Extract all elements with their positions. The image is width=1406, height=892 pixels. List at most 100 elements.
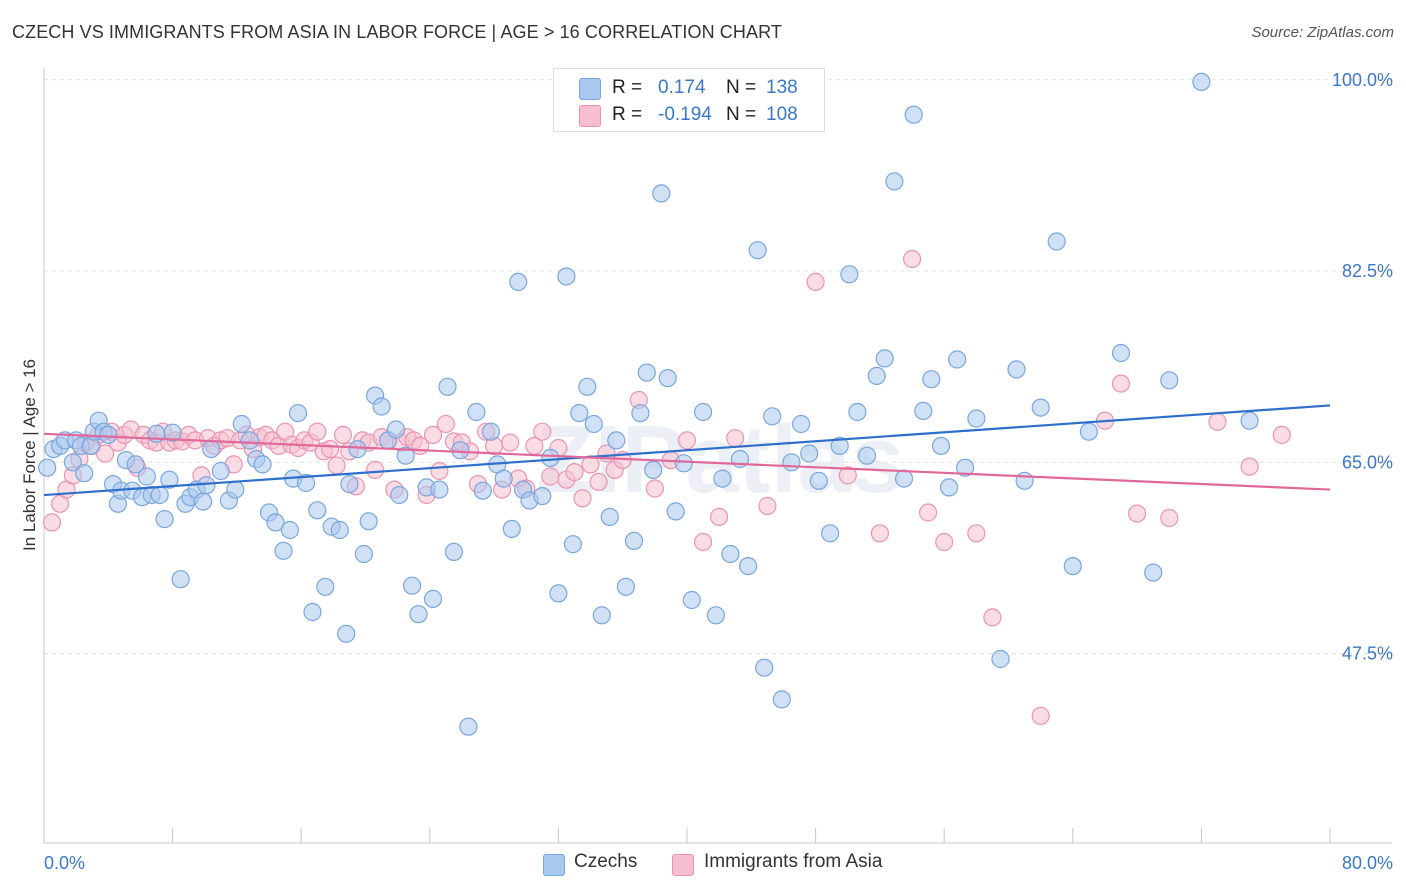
czech-point	[584, 414, 603, 434]
asia-point	[1111, 374, 1131, 393]
asia-point	[565, 463, 584, 482]
asia-point	[1127, 504, 1147, 523]
czech-point	[1111, 343, 1131, 363]
asia-legend-label: Immigrants from Asia	[704, 851, 883, 872]
czech-point	[430, 480, 449, 499]
asia-point	[42, 513, 62, 532]
czech-swatch	[579, 78, 601, 100]
czech-point	[1144, 563, 1163, 582]
czech-point	[150, 485, 169, 505]
czech-point	[791, 414, 811, 434]
asia-point	[333, 425, 353, 444]
czechs-legend-label: Czechs	[574, 851, 638, 872]
czech-point	[99, 425, 118, 444]
asia-point	[436, 414, 455, 434]
czech-point	[894, 469, 914, 488]
data-points	[38, 72, 1291, 736]
czech-point	[624, 531, 644, 551]
czech-point	[607, 431, 626, 450]
r-value: 0.174	[658, 77, 706, 98]
czech-point	[155, 509, 174, 529]
czech-point	[693, 402, 713, 422]
czech-point	[160, 470, 179, 489]
r-label: R =	[612, 104, 643, 125]
n-label: N =	[726, 104, 757, 125]
czech-point	[211, 461, 230, 481]
czech-point	[637, 363, 656, 382]
asia-point	[902, 249, 922, 269]
czech-point	[308, 501, 327, 520]
czech-point	[748, 241, 767, 260]
czech-point	[1063, 556, 1082, 576]
czech-point	[578, 377, 597, 396]
czech-point	[939, 478, 959, 497]
czech-point	[713, 469, 732, 488]
czech-point	[674, 454, 693, 473]
y-tick-label: 82.5%	[1342, 261, 1393, 281]
czech-point	[875, 349, 894, 368]
czech-point	[451, 441, 470, 460]
czech-point	[226, 480, 245, 499]
n-label: N =	[726, 77, 757, 98]
czech-point	[372, 397, 391, 416]
czech-point	[763, 407, 782, 426]
czech-point	[809, 471, 828, 490]
czech-point	[549, 584, 568, 603]
asia-legend-swatch	[672, 854, 694, 876]
y-axis-label: In Labor Force | Age > 16	[20, 358, 39, 552]
czech-point	[473, 481, 492, 500]
czech-point	[1192, 72, 1211, 92]
y-tick-label: 47.5%	[1342, 644, 1393, 664]
czech-point	[1047, 232, 1066, 251]
asia-point	[677, 431, 697, 450]
czech-point	[163, 423, 182, 442]
asia-point	[541, 467, 560, 486]
czech-point	[904, 105, 923, 124]
asia-point	[935, 532, 954, 552]
asia-point	[758, 496, 777, 516]
czech-point	[947, 350, 967, 369]
asia-point	[1208, 412, 1227, 431]
czech-point	[1240, 411, 1259, 430]
axes	[43, 68, 1392, 844]
czech-point	[820, 524, 840, 543]
x-tick-label: 0.0%	[44, 853, 85, 873]
czech-point	[266, 513, 285, 532]
czech-point	[1079, 422, 1099, 441]
czech-point	[682, 590, 701, 610]
czech-point	[931, 436, 951, 455]
asia-point	[308, 422, 327, 441]
czech-point	[541, 448, 560, 467]
asia-trend-line	[43, 432, 1331, 491]
czech-point	[444, 542, 463, 562]
czech-point	[830, 436, 849, 455]
asia-point	[321, 440, 340, 459]
czech-point	[359, 512, 378, 531]
asia-point	[430, 461, 449, 481]
asia-point	[806, 272, 825, 291]
y-tick-label: 65.0%	[1342, 452, 1393, 472]
czech-point	[867, 366, 886, 385]
czech-point	[557, 267, 576, 286]
czech-point	[240, 431, 259, 450]
czech-point	[396, 446, 415, 465]
czech-point	[194, 492, 213, 511]
czech-point	[75, 464, 94, 483]
legend-row-czechs: R = 0.174 N = 138	[554, 75, 824, 101]
asia-point	[645, 479, 665, 498]
czech-point	[481, 422, 500, 441]
czech-point	[38, 458, 57, 477]
czech-point	[348, 440, 367, 459]
asia-point	[95, 444, 115, 463]
czech-point	[137, 467, 156, 486]
czech-point	[1160, 371, 1179, 390]
asia-point	[1240, 457, 1259, 476]
czech-point	[666, 502, 685, 521]
asia-point	[366, 460, 385, 479]
gridlines	[44, 79, 1392, 654]
czech-point	[409, 605, 428, 624]
r-value: -0.194	[658, 104, 712, 125]
czech-point	[438, 377, 457, 396]
czech-point	[288, 404, 308, 423]
asia-point	[918, 503, 938, 522]
